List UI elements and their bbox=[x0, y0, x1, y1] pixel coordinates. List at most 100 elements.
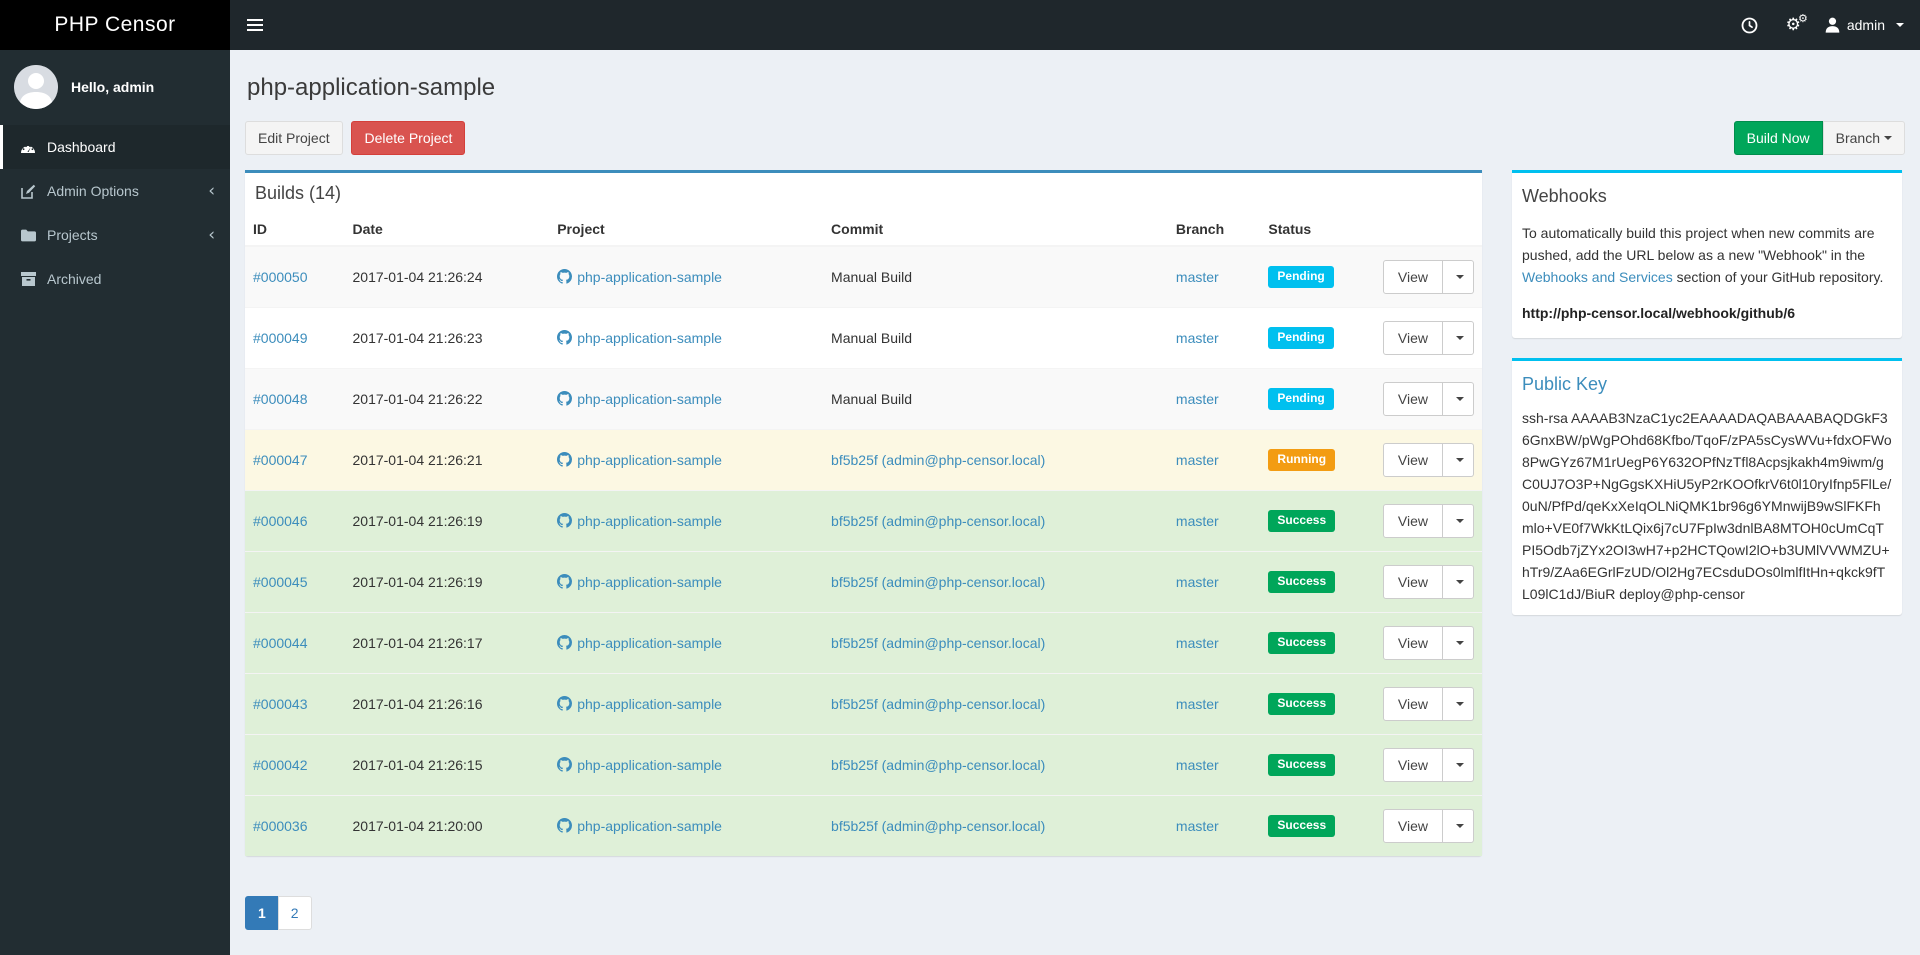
view-dropdown-button[interactable] bbox=[1443, 443, 1474, 477]
project-link[interactable]: php-application-sample bbox=[557, 513, 722, 529]
sidebar-item-archived[interactable]: Archived bbox=[0, 257, 230, 301]
branch-link[interactable]: master bbox=[1175, 269, 1219, 285]
view-button[interactable]: View bbox=[1382, 382, 1443, 416]
brand-logo[interactable]: PHP Censor bbox=[0, 0, 230, 50]
commit-link[interactable]: bf5b25f (admin@php-censor.local) bbox=[831, 513, 1046, 529]
view-dropdown-button[interactable] bbox=[1443, 321, 1474, 355]
view-button[interactable]: View bbox=[1382, 565, 1443, 599]
project-link[interactable]: php-application-sample bbox=[557, 696, 722, 712]
view-dropdown-button[interactable] bbox=[1443, 565, 1474, 599]
view-button[interactable]: View bbox=[1382, 504, 1443, 538]
build-id-link[interactable]: #000048 bbox=[253, 391, 308, 407]
build-id-link[interactable]: #000047 bbox=[253, 452, 308, 468]
pagination-page-1[interactable]: 1 bbox=[245, 896, 279, 930]
github-icon bbox=[557, 513, 573, 528]
view-dropdown-button[interactable] bbox=[1443, 260, 1474, 294]
edit-project-button[interactable]: Edit Project bbox=[245, 121, 343, 155]
commit-link[interactable]: bf5b25f (admin@php-censor.local) bbox=[831, 574, 1046, 590]
public-key-value: ssh-rsa AAAAB3NzaC1yc2EAAAADAQABAAABAQDG… bbox=[1522, 410, 1892, 602]
webhooks-description: To automatically build this project when… bbox=[1522, 225, 1884, 285]
table-row: #000043 2017-01-04 21:26:16 php-applicat… bbox=[245, 673, 1482, 735]
view-button[interactable]: View bbox=[1382, 687, 1443, 721]
chevron-down-icon bbox=[1456, 336, 1464, 340]
settings-button[interactable]: ⚙ ⚙ bbox=[1772, 0, 1815, 50]
build-id-link[interactable]: #000044 bbox=[253, 635, 308, 651]
sidebar-item-admin-options[interactable]: Admin Options ‹ bbox=[0, 169, 230, 213]
sidebar-item-dashboard[interactable]: Dashboard bbox=[0, 125, 230, 169]
build-id-link[interactable]: #000045 bbox=[253, 574, 308, 590]
delete-project-button[interactable]: Delete Project bbox=[351, 121, 466, 155]
column-header-status: Status bbox=[1260, 213, 1375, 247]
github-icon bbox=[557, 757, 573, 772]
project-link[interactable]: php-application-sample bbox=[557, 574, 722, 590]
branch-link[interactable]: master bbox=[1175, 452, 1219, 468]
build-id-link[interactable]: #000049 bbox=[253, 330, 308, 346]
view-dropdown-button[interactable] bbox=[1443, 687, 1474, 721]
build-id-link[interactable]: #000046 bbox=[253, 513, 308, 529]
view-button[interactable]: View bbox=[1382, 321, 1443, 355]
public-key-title: Public Key bbox=[1522, 374, 1608, 394]
project-link[interactable]: php-application-sample bbox=[557, 391, 722, 407]
branch-dropdown-button[interactable]: Branch bbox=[1822, 121, 1905, 155]
sidebar-toggle-button[interactable] bbox=[230, 0, 280, 50]
commit-link[interactable]: bf5b25f (admin@php-censor.local) bbox=[831, 635, 1046, 651]
view-dropdown-button[interactable] bbox=[1443, 748, 1474, 782]
status-badge: Success bbox=[1268, 815, 1336, 837]
chevron-left-icon: ‹ bbox=[208, 180, 215, 201]
project-link[interactable]: php-application-sample bbox=[557, 757, 722, 773]
webhooks-and-services-link[interactable]: Webhooks and Services bbox=[1522, 269, 1673, 285]
build-id-link[interactable]: #000036 bbox=[253, 818, 308, 834]
view-button[interactable]: View bbox=[1382, 260, 1443, 294]
commit-link[interactable]: bf5b25f (admin@php-censor.local) bbox=[831, 757, 1046, 773]
build-date: 2017-01-04 21:26:24 bbox=[344, 245, 550, 308]
commit-link[interactable]: bf5b25f (admin@php-censor.local) bbox=[831, 452, 1046, 468]
column-header-branch: Branch bbox=[1167, 213, 1261, 247]
user-icon bbox=[1825, 17, 1840, 33]
project-link[interactable]: php-application-sample bbox=[557, 818, 722, 834]
status-badge: Pending bbox=[1268, 266, 1334, 288]
view-dropdown-button[interactable] bbox=[1443, 382, 1474, 416]
chevron-down-icon bbox=[1456, 458, 1464, 462]
pagination-page-2[interactable]: 2 bbox=[277, 896, 312, 930]
github-icon bbox=[557, 330, 573, 345]
project-link[interactable]: php-application-sample bbox=[557, 452, 722, 468]
view-button[interactable]: View bbox=[1382, 626, 1443, 660]
branch-link[interactable]: master bbox=[1175, 391, 1219, 407]
view-dropdown-button[interactable] bbox=[1443, 809, 1474, 843]
commit-link[interactable]: bf5b25f (admin@php-censor.local) bbox=[831, 696, 1046, 712]
view-button[interactable]: View bbox=[1382, 443, 1443, 477]
view-dropdown-button[interactable] bbox=[1443, 626, 1474, 660]
build-timeline-button[interactable] bbox=[1727, 0, 1772, 50]
build-date: 2017-01-04 21:26:17 bbox=[344, 612, 550, 674]
branch-link[interactable]: master bbox=[1175, 330, 1219, 346]
build-id-link[interactable]: #000043 bbox=[253, 696, 308, 712]
sidebar-greeting: Hello, admin bbox=[71, 79, 155, 95]
build-now-button[interactable]: Build Now bbox=[1733, 121, 1823, 155]
view-button[interactable]: View bbox=[1382, 748, 1443, 782]
build-id-link[interactable]: #000042 bbox=[253, 757, 308, 773]
github-icon bbox=[557, 818, 573, 833]
builds-table: ID Date Project Commit Branch Status #00… bbox=[245, 213, 1482, 856]
project-link[interactable]: php-application-sample bbox=[557, 330, 722, 346]
view-button[interactable]: View bbox=[1382, 809, 1443, 843]
branch-link[interactable]: master bbox=[1175, 696, 1219, 712]
webhook-url: http://php-censor.local/webhook/github/6 bbox=[1522, 305, 1795, 321]
chevron-left-icon: ‹ bbox=[208, 224, 215, 245]
project-link[interactable]: php-application-sample bbox=[557, 269, 722, 285]
status-badge: Pending bbox=[1268, 388, 1334, 410]
user-menu[interactable]: admin bbox=[1815, 0, 1920, 50]
github-icon bbox=[557, 635, 573, 650]
build-id-link[interactable]: #000050 bbox=[253, 269, 308, 285]
branch-link[interactable]: master bbox=[1175, 513, 1219, 529]
branch-link[interactable]: master bbox=[1175, 635, 1219, 651]
branch-link[interactable]: master bbox=[1175, 818, 1219, 834]
sidebar-item-label: Admin Options bbox=[47, 183, 139, 199]
view-dropdown-button[interactable] bbox=[1443, 504, 1474, 538]
sidebar-item-projects[interactable]: Projects ‹ bbox=[0, 213, 230, 257]
branch-link[interactable]: master bbox=[1175, 574, 1219, 590]
chevron-down-icon bbox=[1896, 23, 1904, 27]
project-link[interactable]: php-application-sample bbox=[557, 635, 722, 651]
sidebar-item-label: Projects bbox=[47, 227, 98, 243]
branch-link[interactable]: master bbox=[1175, 757, 1219, 773]
commit-link[interactable]: bf5b25f (admin@php-censor.local) bbox=[831, 818, 1046, 834]
